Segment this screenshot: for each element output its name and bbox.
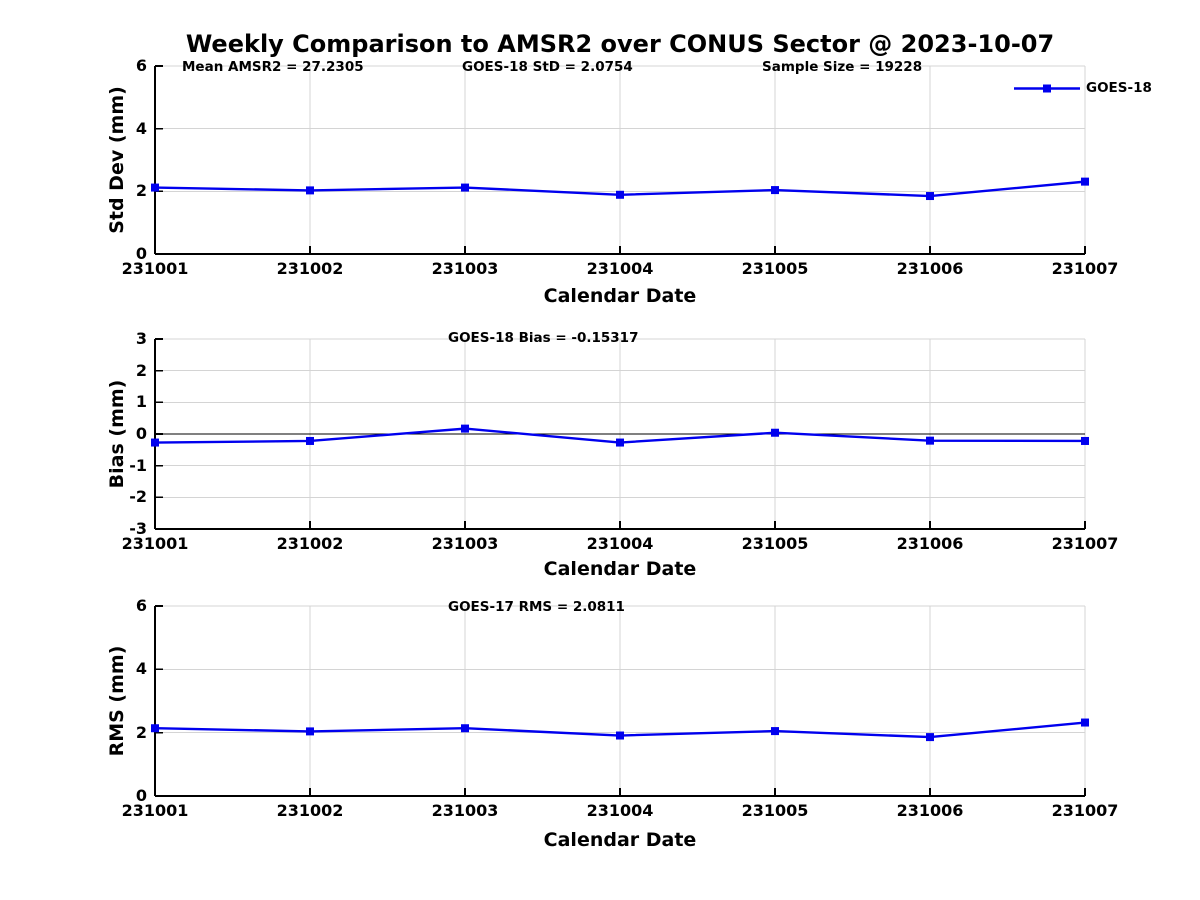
data-marker-GOES-18 (616, 731, 624, 740)
y-tick-label: 0 (135, 424, 147, 443)
x-tick-label: 231004 (586, 259, 654, 278)
data-marker-GOES-18 (151, 724, 159, 733)
data-marker-GOES-18 (306, 186, 314, 195)
x-tick-label: 231003 (431, 801, 499, 820)
y-tick-label: 4 (135, 118, 147, 138)
x-tick-label: 231003 (431, 534, 499, 553)
y-tick-label: 1 (135, 392, 147, 412)
xlabel-calendar-date-middle: Calendar Date (543, 558, 697, 580)
data-marker-GOES-18 (1081, 436, 1089, 445)
x-tick-label: 231004 (586, 534, 654, 553)
data-marker-GOES-18 (926, 192, 934, 201)
xlabel-calendar-date-top: Calendar Date (543, 285, 697, 307)
y-tick-label: 4 (135, 659, 147, 679)
data-marker-GOES-18 (461, 183, 469, 192)
y-tick-label: 2 (135, 722, 147, 742)
annotation-goes18-bias: GOES-18 Bias = -0.15317 (448, 330, 639, 346)
data-marker-GOES-18 (771, 186, 779, 195)
y-tick-label: 2 (135, 181, 147, 201)
y-tick-label: -1 (129, 455, 147, 475)
xlabel-calendar-date-bottom: Calendar Date (543, 829, 697, 851)
x-tick-label: 231005 (741, 801, 809, 820)
data-marker-GOES-18 (151, 438, 159, 447)
rms-panel (151, 605, 1089, 797)
data-marker-GOES-18 (771, 727, 779, 736)
x-tick-label: 231004 (586, 801, 654, 820)
data-marker-GOES-18 (306, 727, 314, 736)
legend-label: GOES-18 (1086, 80, 1152, 96)
x-tick-label: 231007 (1051, 801, 1119, 820)
data-marker-GOES-18 (151, 183, 159, 192)
data-marker-GOES-18 (771, 428, 779, 437)
data-marker-GOES-18 (616, 438, 624, 447)
x-tick-label: 231002 (276, 801, 344, 820)
y-tick-label: 0 (135, 786, 147, 805)
data-marker-GOES-18 (926, 733, 934, 742)
annotation-sample-size: Sample Size = 19228 (762, 59, 923, 75)
data-marker-GOES-18 (461, 724, 469, 733)
x-tick-label: 231001 (121, 534, 189, 553)
y-tick-label: 0 (135, 244, 147, 263)
bias-panel (151, 338, 1089, 530)
annotation-mean-amsr2: Mean AMSR2 = 27.2305 (182, 59, 364, 75)
data-marker-GOES-18 (926, 436, 934, 445)
y-tick-label: 6 (135, 596, 147, 615)
x-tick-label: 231005 (741, 534, 809, 553)
y-tick-label: -3 (129, 519, 147, 538)
data-marker-GOES-18 (461, 424, 469, 433)
ylabel-std-dev: Std Dev (mm) (106, 86, 128, 234)
data-marker-GOES-18 (616, 190, 624, 199)
x-tick-label: 231003 (431, 259, 499, 278)
x-tick-label: 231006 (896, 534, 964, 553)
y-tick-label: 2 (135, 360, 147, 380)
x-tick-label: 231006 (896, 801, 964, 820)
data-marker-GOES-18 (1081, 718, 1089, 727)
x-tick-label: 231001 (121, 259, 189, 278)
data-marker-GOES-18 (306, 436, 314, 445)
x-tick-label: 231005 (741, 259, 809, 278)
x-tick-label: 231002 (276, 259, 344, 278)
data-marker-GOES-18 (1081, 177, 1089, 186)
y-tick-label: -2 (129, 487, 147, 507)
std-dev-panel (151, 65, 1089, 255)
y-tick-label: 6 (135, 56, 147, 75)
annotation-goes18-std: GOES-18 StD = 2.0754 (462, 59, 633, 75)
x-tick-label: 231002 (276, 534, 344, 553)
y-tick-label: 3 (135, 329, 147, 348)
x-tick-label: 231006 (896, 259, 964, 278)
x-tick-label: 231007 (1051, 259, 1119, 278)
annotation-goes17-rms: GOES-17 RMS = 2.0811 (448, 599, 625, 615)
x-tick-label: 231001 (121, 801, 189, 820)
x-tick-label: 231007 (1051, 534, 1119, 553)
chart-title: Weekly Comparison to AMSR2 over CONUS Se… (185, 30, 1055, 58)
legend-line-marker-icon (1014, 84, 1080, 93)
